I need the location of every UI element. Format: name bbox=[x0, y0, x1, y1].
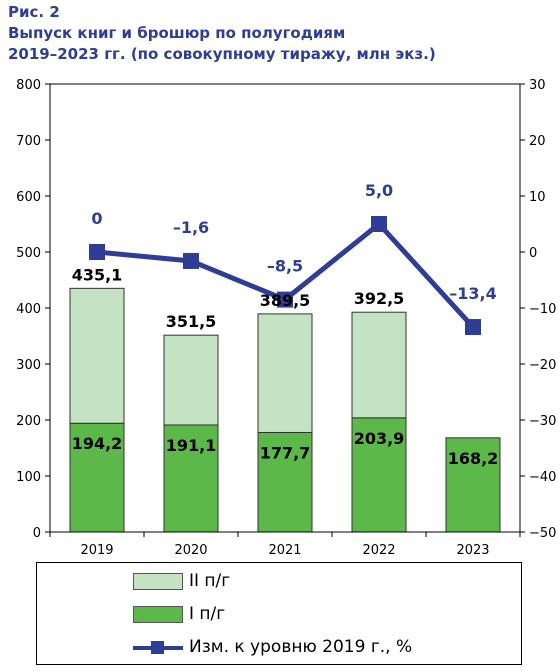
line-point-2023 bbox=[465, 319, 481, 336]
data-label-total-2020: 351,5 bbox=[166, 312, 217, 331]
left-tick-label: 300 bbox=[16, 358, 41, 373]
bar-h2-2020 bbox=[163, 334, 219, 426]
line-point-2020 bbox=[183, 252, 199, 269]
data-label-total-2021: 389,5 bbox=[260, 291, 311, 310]
right-tick-label: 10 bbox=[529, 190, 546, 205]
x-tick-label: 2022 bbox=[362, 543, 395, 558]
line-point-2019 bbox=[89, 244, 105, 260]
bar-h1-2019 bbox=[69, 422, 125, 533]
right-tick-label: −10 bbox=[529, 302, 556, 317]
right-tick-label: 0 bbox=[529, 246, 537, 261]
legend-swatch-h2 bbox=[133, 572, 183, 590]
left-tick-label: 200 bbox=[16, 414, 41, 429]
x-tick-label: 2020 bbox=[174, 543, 207, 558]
legend-swatch-h1 bbox=[133, 605, 183, 623]
legend-swatch-line bbox=[133, 639, 183, 656]
right-tick-label: −50 bbox=[529, 526, 556, 541]
bar-h2-2021 bbox=[257, 313, 313, 433]
data-label-total-2022: 392,5 bbox=[354, 289, 405, 308]
legend-item-line: Изм. к уровню 2019 г., % bbox=[133, 636, 412, 658]
legend-label-h1: I п/г bbox=[189, 604, 226, 624]
line-point-2022 bbox=[371, 216, 387, 232]
x-tick-label: 2021 bbox=[268, 543, 301, 558]
legend: II п/г I п/г Изм. к уровню 2019 г., % bbox=[36, 562, 522, 665]
legend-label-h2: II п/г bbox=[189, 571, 231, 591]
left-tick-label: 700 bbox=[16, 134, 41, 149]
data-label-h1-2023: 168,2 bbox=[448, 449, 499, 468]
left-tick-label: 600 bbox=[16, 190, 41, 205]
chart-title: Рис. 2 Выпуск книг и брошюр по полугодия… bbox=[8, 2, 436, 65]
data-label-change-2019: 0 bbox=[91, 209, 102, 228]
legend-item-h1: I п/г bbox=[133, 603, 225, 625]
x-tick-label: 2019 bbox=[80, 543, 113, 558]
line-point-2021 bbox=[277, 291, 293, 308]
data-label-change-2021: –8,5 bbox=[267, 257, 303, 276]
stacked-bar-line-chart: 0100200300400500600700800−50−40−30−20−10… bbox=[16, 78, 556, 558]
figure-number: Рис. 2 bbox=[8, 3, 60, 21]
left-tick-label: 500 bbox=[16, 246, 41, 261]
data-label-change-2020: –1,6 bbox=[173, 218, 209, 237]
data-label-h1-2021: 177,7 bbox=[260, 443, 311, 462]
right-tick-label: −30 bbox=[529, 414, 556, 429]
left-tick-label: 0 bbox=[33, 526, 41, 541]
chart-title-line-2: 2019–2023 гг. (по совокупному тиражу, мл… bbox=[8, 45, 436, 63]
left-tick-label: 800 bbox=[16, 78, 41, 93]
data-label-h1-2022: 203,9 bbox=[354, 429, 405, 448]
legend-item-h2: II п/г bbox=[133, 570, 230, 592]
data-label-total-2019: 435,1 bbox=[72, 265, 123, 284]
data-label-change-2023: –13,4 bbox=[449, 284, 496, 303]
bar-h2-2019 bbox=[69, 287, 125, 424]
right-tick-label: −20 bbox=[529, 358, 556, 373]
right-tick-label: 30 bbox=[529, 78, 546, 93]
data-label-change-2022: 5,0 bbox=[365, 181, 393, 200]
chart-title-line-1: Выпуск книг и брошюр по полугодиям bbox=[8, 24, 346, 42]
data-label-h1-2019: 194,2 bbox=[72, 434, 123, 453]
right-tick-label: 20 bbox=[529, 134, 546, 149]
x-tick-label: 2023 bbox=[456, 543, 489, 558]
legend-label-line: Изм. к уровню 2019 г., % bbox=[189, 637, 413, 657]
right-tick-label: −40 bbox=[529, 470, 556, 485]
data-label-h1-2020: 191,1 bbox=[166, 436, 217, 455]
left-tick-label: 400 bbox=[16, 302, 41, 317]
left-tick-label: 100 bbox=[16, 470, 41, 485]
bar-h2-2022 bbox=[351, 311, 407, 419]
bar-h1-2023 bbox=[445, 437, 501, 533]
